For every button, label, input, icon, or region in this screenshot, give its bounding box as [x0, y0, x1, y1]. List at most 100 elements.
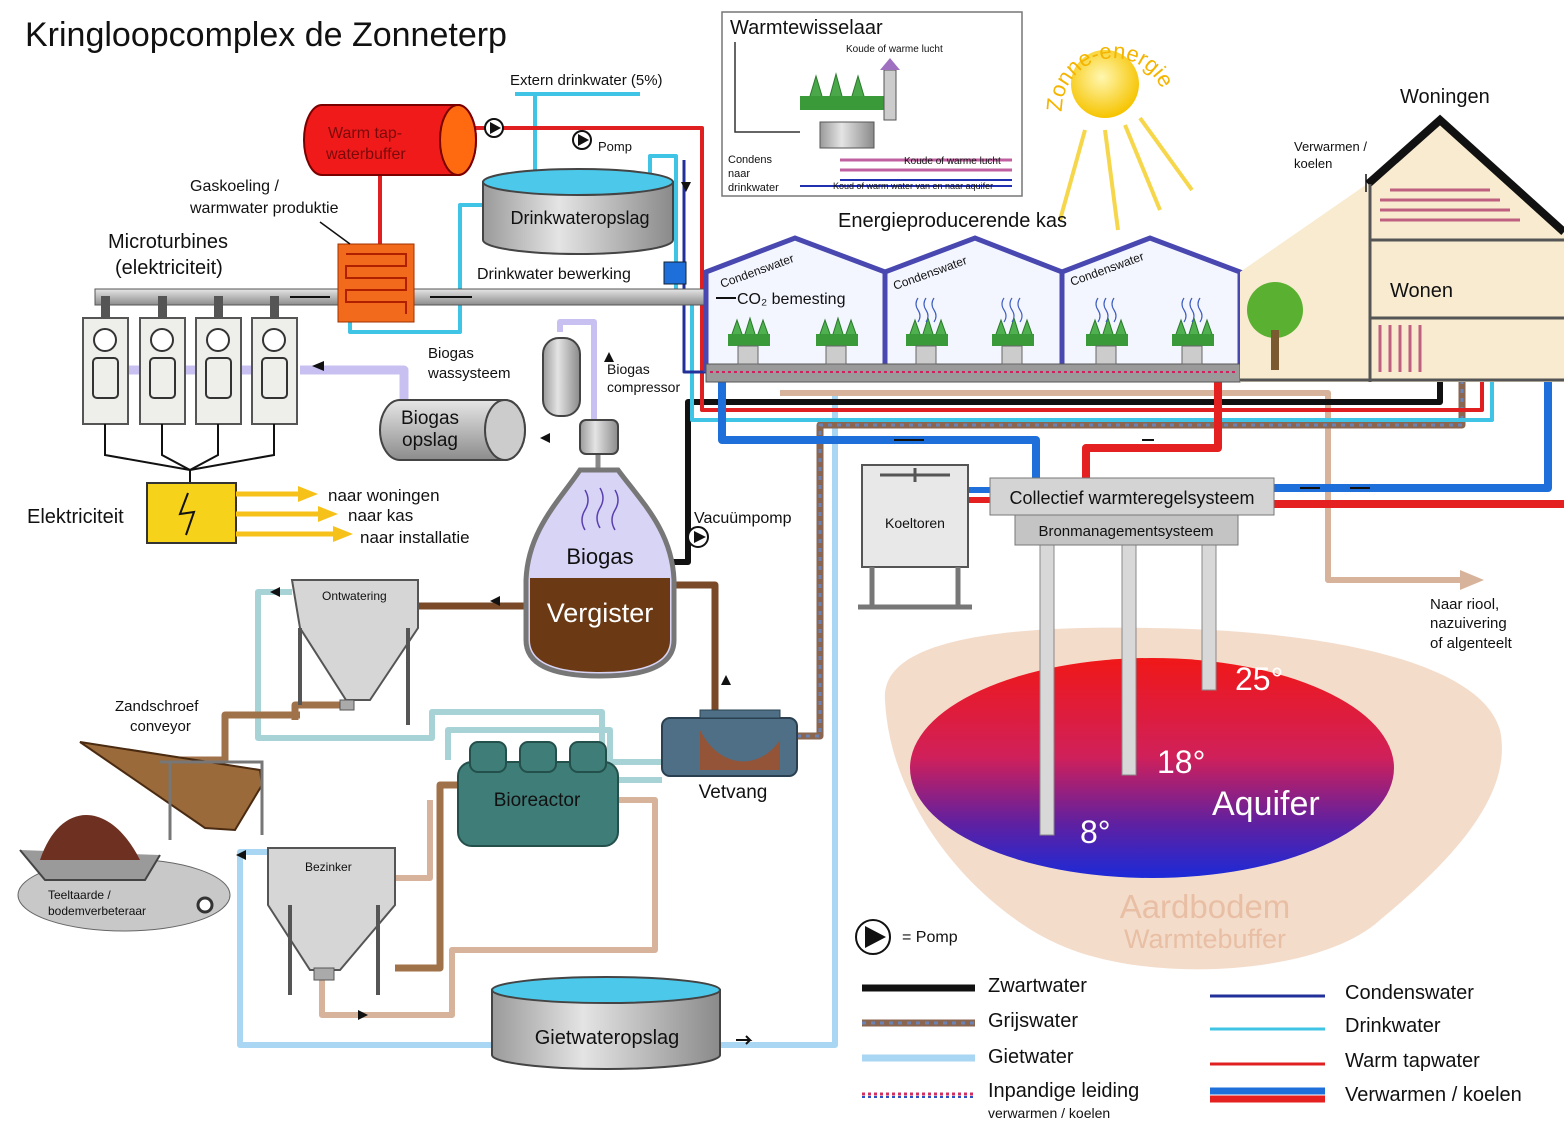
- plant: [728, 334, 770, 346]
- plant: [910, 318, 946, 334]
- electricity-output: naar installatie: [360, 528, 470, 547]
- pipe: [395, 800, 430, 878]
- soil-buffer-label: Warmtebuffer: [1124, 924, 1286, 954]
- legend-note: verwarmen / koelen: [988, 1105, 1110, 1121]
- legend-label: Grijswater: [988, 1010, 1078, 1032]
- microturbine: [270, 296, 279, 318]
- cooling-tower: [858, 465, 972, 607]
- microturbine: [105, 424, 190, 483]
- legend-pump: [856, 920, 890, 954]
- legend-label: Condenswater: [1345, 982, 1474, 1004]
- pipe: [1460, 570, 1484, 590]
- electricity-label: Elektriciteit: [27, 506, 124, 528]
- digester: [526, 470, 674, 676]
- flow-arrow: [721, 675, 731, 685]
- plant: [992, 334, 1034, 346]
- electricity-box: [147, 483, 353, 543]
- heat-exchanger-label: Condens: [728, 154, 773, 166]
- temperature-label: 25°: [1235, 661, 1283, 697]
- plant: [732, 318, 768, 334]
- plant: [1172, 334, 1214, 346]
- legend-label: Gietwater: [988, 1046, 1074, 1068]
- biogas-washing-label: wassysteem: [427, 365, 511, 382]
- gas-cooling-label: Gaskoeling /: [190, 178, 279, 195]
- legend-label: Verwarmen / koelen: [1345, 1084, 1522, 1106]
- heat-exchanger-label: Koude of warme lucht: [904, 156, 1001, 167]
- cooling-tower: [858, 567, 972, 607]
- co2-label: CO₂ bemesting: [737, 291, 845, 308]
- legend-label: Drinkwater: [1345, 1015, 1441, 1037]
- settler-label: Bezinker: [305, 860, 352, 874]
- sun: [1060, 118, 1192, 230]
- microturbines-label: Microturbines: [108, 231, 228, 253]
- electricity-output: naar kas: [348, 506, 413, 525]
- biogas-compressor-label: compressor: [607, 379, 680, 395]
- temperature-label: 18°: [1157, 744, 1205, 780]
- soil-label: bodemverbeteraar: [48, 904, 146, 918]
- microturbines-label: (elektriciteit): [115, 257, 223, 279]
- hot-water-buffer-label: waterbuffer: [325, 146, 406, 163]
- sewer-label: nazuivering: [1430, 615, 1507, 632]
- dewatering: [340, 700, 354, 710]
- vacuum-pump-label: Vacuümpomp: [694, 510, 792, 527]
- plant: [1182, 346, 1202, 364]
- sewer-label: Naar riool,: [1430, 596, 1499, 613]
- conveyor: [198, 898, 212, 912]
- heat-control-label: Collectief warmteregelsysteem: [1009, 488, 1254, 508]
- plant: [816, 334, 858, 346]
- microturbine: [158, 296, 167, 318]
- house: [1240, 120, 1564, 382]
- biogas-equipment: [580, 420, 618, 454]
- heat-exchanger-label: Koud of warm water van en naar aquifer: [833, 181, 993, 191]
- pump-label: Pomp: [598, 139, 632, 154]
- biogas-compressor-label: Biogas: [607, 361, 650, 377]
- irrigation-storage-label: Gietwateropslag: [535, 1027, 680, 1049]
- digester-gas-label: Biogas: [566, 544, 633, 569]
- legend-label: Warm tapwater: [1345, 1050, 1480, 1072]
- flow-arrow: [540, 433, 550, 443]
- heat-exchanger-title: Warmtewisselaar: [730, 17, 883, 39]
- heat-exchanger-inset: [820, 122, 874, 148]
- plant: [1086, 334, 1128, 346]
- legend-label: Inpandige leiding: [988, 1080, 1139, 1102]
- plant: [916, 346, 936, 364]
- external-water-label: Extern drinkwater (5%): [510, 72, 663, 89]
- bioreactor: [520, 742, 556, 772]
- heat-exchanger-label: naar: [728, 168, 750, 180]
- houses-heating-label: Verwarmen /: [1294, 139, 1367, 154]
- biogas-equipment: [485, 400, 525, 460]
- biogas-washing-label: Biogas: [428, 345, 474, 362]
- house: [1240, 120, 1564, 382]
- soil-buffer: [910, 658, 1394, 878]
- house: [1271, 330, 1279, 370]
- plant: [1002, 346, 1022, 364]
- page: Kringloopcomplex de Zonneterp 25° 18° 8°…: [0, 0, 1564, 1132]
- flow-arrow: [270, 587, 280, 597]
- settler: [314, 968, 334, 980]
- cooling-tower-label: Koeltoren: [885, 515, 945, 531]
- microturbine: [83, 296, 297, 483]
- microturbine: [101, 296, 110, 318]
- drinking-water-treatment-label: Drinkwater bewerking: [477, 266, 631, 283]
- drinking-water-storage: [483, 169, 673, 195]
- source-management-label: Bronmanagementsysteem: [1038, 523, 1213, 540]
- plant: [820, 318, 856, 334]
- microturbine: [190, 424, 274, 483]
- sand-screw-label: Zandschroef: [115, 698, 199, 715]
- flow-arrow: [358, 1010, 368, 1020]
- heat-exchanger-inset: [884, 70, 896, 120]
- conveyor: [40, 815, 140, 860]
- sand-screw-label: conveyor: [130, 718, 191, 735]
- bioreactor: [470, 742, 506, 772]
- hot-water-buffer-label: Warm tap-: [328, 125, 402, 142]
- conveyor: [18, 742, 262, 931]
- bioreactor: [570, 742, 606, 772]
- heat-exchanger-label: drinkwater: [728, 182, 779, 194]
- grease-trap: [662, 710, 797, 776]
- gas-cooling: [320, 222, 350, 244]
- microturbine: [214, 296, 223, 318]
- drinking-water-storage-label: Drinkwateropslag: [510, 208, 649, 228]
- house: [1247, 282, 1303, 338]
- legend-pump-label: = Pomp: [902, 929, 958, 946]
- plant: [826, 346, 846, 364]
